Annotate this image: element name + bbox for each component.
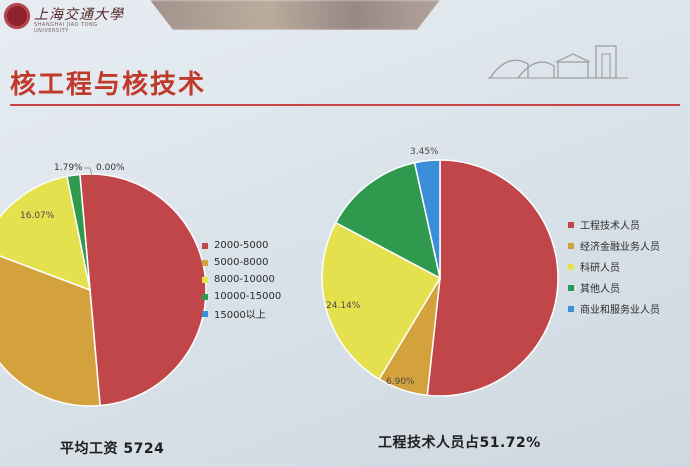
legend-item: 科研人员: [568, 256, 660, 277]
legend-label: 科研人员: [580, 263, 620, 274]
logo-subtext: SHANGHAI JIAO TONG UNIVERSITY: [34, 22, 98, 34]
seal-icon: [4, 3, 30, 29]
legend-label: 商业和服务业人员: [580, 305, 660, 316]
legend-swatch: [568, 221, 574, 228]
legend-swatch: [568, 284, 574, 291]
legend-label: 其他人员: [580, 284, 620, 295]
landmark-icon: [488, 45, 628, 79]
data-label-10000-15000: 1.79%: [54, 163, 83, 173]
pie-slice-科研人员: [321, 221, 442, 381]
pie-slice-商业和服务业人员: [413, 159, 441, 279]
pie-slice-5000-8000: [0, 255, 101, 407]
legend-item: 商业和服务业人员: [568, 298, 660, 319]
university-logo: 上海交通大學 SHANGHAI JIAO TONG UNIVERSITY: [0, 0, 130, 34]
legend-label: 5000-8000: [214, 257, 269, 268]
legend-label: 8000-10000: [214, 274, 275, 285]
legend-swatch: [202, 276, 208, 283]
logo-text: 上海交通大學: [34, 7, 124, 23]
legend-label: 2000-5000: [214, 240, 269, 251]
data-label-科研人员: 24.14%: [326, 301, 361, 311]
caption-engineer-share: 工程技术人员占51.72%: [378, 435, 541, 451]
title-underline: [10, 104, 680, 106]
legend-item: 其他人员: [568, 277, 660, 298]
legend-label: 工程技术人员: [580, 221, 640, 232]
leader-line: [84, 167, 93, 177]
legend-item: 工程技术人员: [568, 214, 660, 235]
legend-item: 15000以上: [202, 305, 281, 322]
pie-slice-2000-5000: [79, 173, 207, 407]
pie-chart-2: 6.90% 24.14% 3.45%: [321, 147, 559, 397]
legend-swatch: [202, 293, 208, 300]
legend-label: 15000以上: [214, 310, 266, 321]
legend-swatch: [202, 242, 208, 249]
data-label-经济金融业务人员: 6.90%: [386, 377, 415, 387]
legend-item: 8000-10000: [202, 271, 281, 288]
legend-salary: 2000-5000 5000-8000 8000-10000 10000-15000 1…: [202, 237, 281, 322]
legend-swatch: [568, 263, 574, 270]
legend-occupation: 工程技术人员经济金融业务人员 科研人员其他人员商业和服务业人员: [568, 214, 660, 319]
legend-label: 经济金融业务人员: [580, 242, 660, 253]
pie-slice-8000-10000: [0, 175, 92, 292]
legend-item: 5000-8000: [202, 254, 281, 271]
legend-item: 10000-15000: [202, 288, 281, 305]
legend-item: 2000-5000: [202, 237, 281, 254]
pie-slice-10000-15000: [66, 173, 91, 291]
data-label-8000-10000: 16.07%: [20, 211, 55, 221]
data-label-15000以上: 0.00%: [96, 163, 125, 173]
legend-swatch: [568, 242, 574, 249]
legend-label: 10000-15000: [214, 291, 282, 302]
slide-title: 核工程与核技术: [10, 70, 207, 100]
legend-swatch: [202, 310, 208, 317]
legend-swatch: [202, 259, 208, 266]
data-label-商业和服务业人员: 3.45%: [410, 147, 439, 157]
legend-swatch: [568, 305, 574, 312]
pie-slice-工程技术人员: [426, 159, 559, 397]
pie-chart-1: 16.07% 1.79% 0.00%: [0, 163, 207, 407]
header-bar: 上海交通大學 SHANGHAI JIAO TONG UNIVERSITY: [0, 0, 690, 40]
header-photo: [150, 0, 440, 30]
caption-average-salary: 平均工资 5724: [60, 441, 165, 457]
pie-slice-其他人员: [334, 161, 442, 280]
legend-item: 经济金融业务人员: [568, 235, 660, 256]
